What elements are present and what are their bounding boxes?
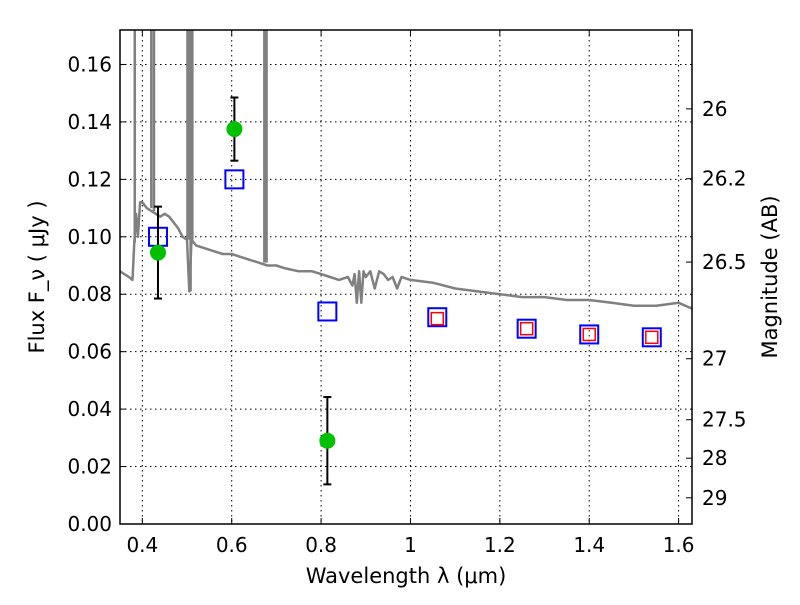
x-tick-label: 1.2 [484,533,516,557]
spectrum-line [119,201,693,310]
model-point-blue [579,324,600,345]
x-tick-label: 0.4 [126,533,158,557]
model-point-blue [224,169,245,190]
y-tick-label: 0.10 [67,225,112,249]
right-tick-label: 26 [702,97,727,121]
model-point-blue [516,318,537,339]
model-point-blue [317,301,338,322]
y-tick-label: 0.08 [67,282,112,306]
x-tick-label: 1.6 [663,533,695,557]
model-point-blue [427,307,448,328]
model-point-red [582,327,596,342]
right-axis-label: Magnitude (AB) [758,195,782,358]
right-tick-label: 27.5 [702,408,747,432]
model-point-blue [641,327,662,348]
y-tick-label: 0.14 [67,110,112,134]
y-tick-label: 0.00 [67,512,112,536]
y-tick-label: 0.12 [67,167,112,191]
axes-frame [119,29,693,525]
model-point-red [430,311,445,326]
y-tick-label: 0.16 [67,52,112,76]
y-tick-label: 0.06 [67,340,112,364]
x-tick-label: 1.4 [573,533,605,557]
y-tick-label: 0.04 [67,397,112,421]
grid [120,30,692,525]
x-axis-label: Wavelength λ (μm) [306,564,507,588]
x-tick-label: 1 [404,533,417,557]
plot-area [119,30,693,486]
observed-point [319,432,336,449]
model-point-red [645,330,659,345]
y-tick-label: 0.02 [67,455,112,479]
right-tick-label: 27 [702,347,727,371]
y-axis-label: Flux F_ν ( μJy ) [25,200,50,353]
observed-point [226,121,243,138]
right-tick-label: 26.5 [702,250,747,274]
right-tick-label: 28 [702,446,727,470]
right-tick-label: 29 [702,486,727,510]
right-tick-label: 26.2 [702,167,747,191]
x-tick-label: 0.8 [305,533,337,557]
observed-point [149,244,166,261]
axes: 0.4 0.6 0.8 1 1.2 1.4 1.6 0.00 0.02 0.04 0.06 0.08 0… [67,30,747,557]
x-tick-label: 0.6 [216,533,248,557]
model-point-red [519,321,534,336]
